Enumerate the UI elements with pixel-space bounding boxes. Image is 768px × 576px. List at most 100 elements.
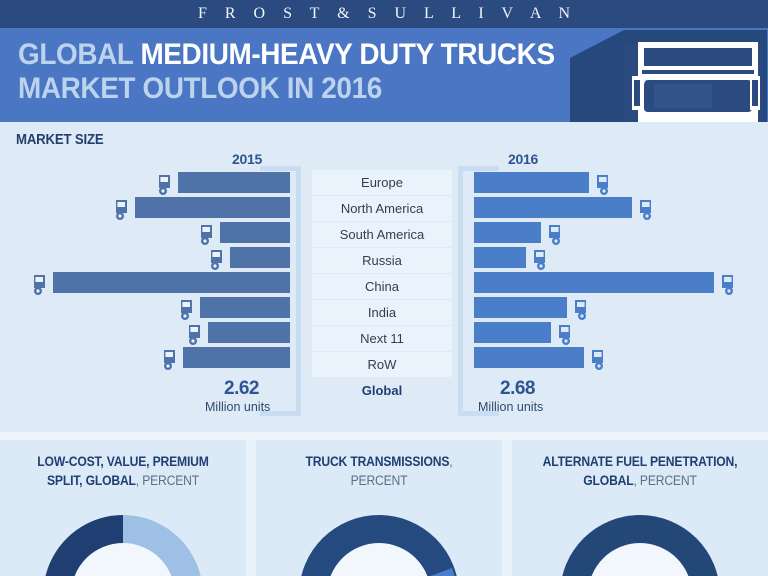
bar-row (0, 320, 292, 345)
bar-row (474, 320, 768, 345)
bar-2015-china (34, 272, 290, 295)
truck-side-icon (116, 200, 127, 220)
panel-alternate-fuel-penetration: ALTERNATE FUEL PENETRATION, GLOBAL, PERC… (512, 440, 768, 576)
bars-2016 (474, 170, 768, 370)
bar-2016-south-america (474, 222, 560, 245)
category-label: RoW (312, 352, 452, 378)
units-2016: Million units (478, 400, 544, 414)
panel-title-bold: ALTERNATE FUEL PENETRATION, (542, 454, 738, 469)
title-line-2: MARKET OUTLOOK IN 2016 (18, 72, 382, 105)
total-2015: 2.62 (224, 378, 259, 399)
page-title: GLOBAL MEDIUM-HEAVY DUTY TRUCKS MARKET O… (18, 38, 555, 106)
truck-side-icon (534, 250, 545, 270)
bar-2015-russia (211, 247, 290, 270)
truck-side-icon (575, 300, 586, 320)
panel-title-reg: PERCENT (350, 473, 408, 488)
bar-row (474, 220, 768, 245)
bar-2016-china (474, 272, 733, 295)
bar-row (474, 195, 768, 220)
panel-title: LOW-COST, VALUE, PREMIUM SPLIT, GLOBAL, … (12, 452, 233, 490)
title-emphasis: MEDIUM-HEAVY DUTY TRUCKS (140, 38, 555, 71)
bar-2016-row (474, 347, 603, 370)
bar-row (474, 170, 768, 195)
bar-row (0, 170, 292, 195)
panel-truck-transmissions: TRUCK TRANSMISSIONS, PERCENT (256, 440, 502, 576)
donut-chart-truck-transmissions (301, 515, 457, 576)
truck-side-icon (559, 325, 570, 345)
truck-side-icon (34, 275, 45, 295)
bar-row (474, 270, 768, 295)
truck-side-icon (549, 225, 560, 245)
category-label: North America (312, 196, 452, 222)
total-2016: 2.68 (500, 378, 535, 399)
truck-side-icon (164, 350, 175, 370)
panel-title-bold2: GLOBAL (583, 473, 634, 488)
truck-side-icon (640, 200, 651, 220)
bar-2015-next-11 (189, 322, 290, 345)
panel-divider (246, 440, 256, 576)
bars-2015 (0, 170, 292, 370)
donut-chart-low-cost-split (45, 515, 201, 576)
bar-row (0, 270, 292, 295)
panel-title-comma: , (449, 454, 453, 469)
panel-title-bold2: SPLIT, GLOBAL (47, 473, 136, 488)
title-band: GLOBAL MEDIUM-HEAVY DUTY TRUCKS MARKET O… (0, 28, 768, 122)
panel-title: ALTERNATE FUEL PENETRATION, GLOBAL, PERC… (525, 452, 755, 490)
bracket-left (260, 166, 301, 416)
truck-side-icon (722, 275, 733, 295)
title-prefix: GLOBAL (18, 38, 141, 71)
units-2015: Million units (205, 400, 271, 414)
panel-title-bold: TRUCK TRANSMISSIONS (305, 454, 450, 469)
bar-row (474, 245, 768, 270)
year-label-2016: 2016 (508, 151, 538, 167)
category-label: Next 11 (312, 326, 452, 352)
brand-bar: F R O S T & S U L L I V A N (0, 0, 768, 28)
category-label: India (312, 300, 452, 326)
market-size-label: MARKET SIZE (16, 131, 104, 148)
bar-2016-north-america (474, 197, 651, 220)
market-size-chart: 2015 2016 Europe North America South Ame… (0, 148, 768, 544)
category-label: Europe (312, 170, 452, 196)
bar-2015-north-america (116, 197, 290, 220)
category-label-column: Europe North America South America Russi… (312, 170, 452, 403)
truck-side-icon (181, 300, 192, 320)
bar-row (0, 220, 292, 245)
panel-title-reg: , PERCENT (135, 473, 199, 488)
bar-2015-india (181, 297, 290, 320)
panel-title-bold: LOW-COST, VALUE, PREMIUM (37, 454, 209, 469)
semi-truck-front-icon (570, 30, 767, 122)
bar-row (0, 245, 292, 270)
panel-divider (502, 440, 512, 576)
truck-side-icon (201, 225, 212, 245)
donut-chart-alternate-fuel (562, 515, 718, 576)
bar-row (0, 195, 292, 220)
bar-row (474, 345, 768, 370)
bar-2016-europe (474, 172, 608, 195)
truck-side-icon (159, 175, 170, 195)
bar-2015-row (164, 347, 290, 370)
global-row-label: Global (361, 383, 403, 398)
section-divider (0, 432, 768, 440)
panel-title: TRUCK TRANSMISSIONS, PERCENT (268, 452, 489, 490)
panel-title-reg: , PERCENT (633, 473, 697, 488)
bar-row (474, 295, 768, 320)
bar-2016-india (474, 297, 586, 320)
bottom-panels: LOW-COST, VALUE, PREMIUM SPLIT, GLOBAL, … (0, 440, 768, 576)
bar-2015-south-america (201, 222, 290, 245)
panel-low-cost-value-premium: LOW-COST, VALUE, PREMIUM SPLIT, GLOBAL, … (0, 440, 246, 576)
category-label: Russia (312, 248, 452, 274)
bar-2016-next-11 (474, 322, 570, 345)
bar-row (0, 295, 292, 320)
category-label: China (312, 274, 452, 300)
category-label: South America (312, 222, 452, 248)
bar-row (0, 345, 292, 370)
truck-side-icon (597, 175, 608, 195)
truck-side-icon (189, 325, 200, 345)
bracket-right (458, 166, 499, 416)
truck-side-icon (592, 350, 603, 370)
bar-2016-russia (474, 247, 545, 270)
year-label-2015: 2015 (232, 151, 262, 167)
truck-side-icon (211, 250, 222, 270)
bar-2015-europe (159, 172, 290, 195)
